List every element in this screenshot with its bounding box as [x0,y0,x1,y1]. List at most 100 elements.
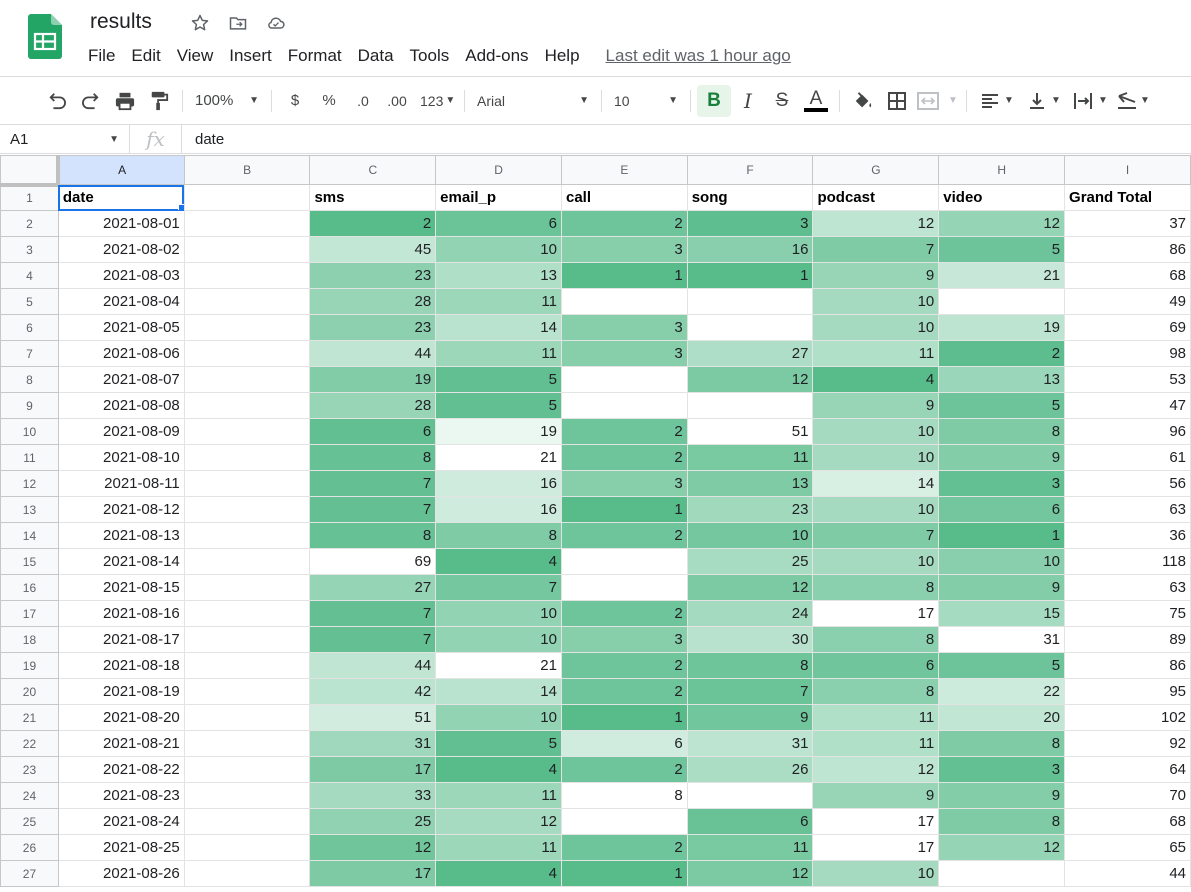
cell-b19[interactable] [183,652,311,679]
cell-b18[interactable] [183,626,311,653]
cell-b20[interactable] [183,678,311,705]
cell-c17[interactable]: 7 [309,600,437,627]
cell-e22[interactable]: 6 [560,730,688,757]
cell-f22[interactable]: 31 [686,730,814,757]
move-folder-icon[interactable] [226,12,250,34]
cell-c5[interactable]: 28 [309,288,437,315]
row-header-27[interactable]: 27 [0,860,59,887]
cell-i15[interactable]: 118 [1064,548,1191,575]
cell-c14[interactable]: 8 [309,522,437,549]
cell-b13[interactable] [183,496,311,523]
cell-i19[interactable]: 86 [1064,652,1191,679]
cell-g12[interactable]: 14 [812,470,940,497]
menu-add-ons[interactable]: Add-ons [465,46,529,65]
row-header-4[interactable]: 4 [0,262,59,289]
cell-i24[interactable]: 70 [1064,782,1191,809]
cell-h2[interactable]: 12 [938,210,1066,237]
cell-e24[interactable]: 8 [560,782,688,809]
decrease-decimal-button[interactable]: .0 [357,92,369,109]
cell-i2[interactable]: 37 [1064,210,1191,237]
cell-e6[interactable]: 3 [560,314,688,341]
cell-e11[interactable]: 2 [560,444,688,471]
cell-a21[interactable]: 2021-08-20 [57,704,185,731]
cell-c20[interactable]: 42 [309,678,437,705]
cell-c24[interactable]: 33 [309,782,437,809]
cell-a7[interactable]: 2021-08-06 [57,340,185,367]
column-header-a[interactable]: A [57,155,185,185]
cell-a22[interactable]: 2021-08-21 [57,730,185,757]
text-rotation-icon[interactable]: ▼ [1113,85,1153,117]
cell-i1[interactable]: Grand Total [1064,184,1191,211]
cell-c15[interactable]: 69 [309,548,437,575]
cell-i10[interactable]: 96 [1064,418,1191,445]
italic-button[interactable]: I [744,88,752,113]
cell-b16[interactable] [183,574,311,601]
cell-g15[interactable]: 10 [812,548,940,575]
cell-d6[interactable]: 14 [435,314,562,341]
menu-tools[interactable]: Tools [409,46,450,65]
cell-i21[interactable]: 102 [1064,704,1191,731]
cell-b1[interactable] [183,184,311,211]
formula-input[interactable]: date [195,130,225,148]
cell-i9[interactable]: 47 [1064,392,1191,419]
cell-h11[interactable]: 9 [938,444,1066,471]
undo-icon[interactable] [40,85,74,117]
row-header-18[interactable]: 18 [0,626,59,653]
cell-h12[interactable]: 3 [938,470,1066,497]
cell-d26[interactable]: 11 [435,834,562,861]
cell-i6[interactable]: 69 [1064,314,1191,341]
cell-c19[interactable]: 44 [309,652,437,679]
cell-f6[interactable] [686,314,814,341]
cell-g23[interactable]: 12 [812,756,940,783]
cell-i18[interactable]: 89 [1064,626,1191,653]
cell-f8[interactable]: 12 [686,366,814,393]
cell-a5[interactable]: 2021-08-04 [57,288,185,315]
cell-i4[interactable]: 68 [1064,262,1191,289]
cell-i3[interactable]: 86 [1064,236,1191,263]
cell-b6[interactable] [183,314,311,341]
cell-d21[interactable]: 10 [435,704,562,731]
cell-e23[interactable]: 2 [560,756,688,783]
cell-e7[interactable]: 3 [560,340,688,367]
sheets-logo-icon[interactable] [28,14,62,59]
cell-a2[interactable]: 2021-08-01 [57,210,185,237]
cell-f10[interactable]: 51 [686,418,814,445]
strikethrough-button[interactable]: S [775,89,789,111]
cell-f25[interactable]: 6 [686,808,814,835]
cell-h7[interactable]: 2 [938,340,1066,367]
cell-c27[interactable]: 17 [309,860,437,887]
cell-a17[interactable]: 2021-08-16 [57,600,185,627]
cell-d12[interactable]: 16 [435,470,562,497]
cell-c26[interactable]: 12 [309,834,437,861]
cell-h9[interactable]: 5 [938,392,1066,419]
row-header-26[interactable]: 26 [0,834,59,861]
row-header-15[interactable]: 15 [0,548,59,575]
cell-h27[interactable] [938,860,1066,887]
cell-f14[interactable]: 10 [686,522,814,549]
cell-b2[interactable] [183,210,311,237]
cell-a16[interactable]: 2021-08-15 [57,574,185,601]
cell-e27[interactable]: 1 [560,860,688,887]
cell-g3[interactable]: 7 [812,236,940,263]
cell-h21[interactable]: 20 [938,704,1066,731]
cell-a4[interactable]: 2021-08-03 [57,262,185,289]
cell-b4[interactable] [183,262,311,289]
cell-h22[interactable]: 8 [938,730,1066,757]
cell-i27[interactable]: 44 [1064,860,1191,887]
row-header-21[interactable]: 21 [0,704,59,731]
cell-g17[interactable]: 17 [812,600,940,627]
cell-c23[interactable]: 17 [309,756,437,783]
cell-f26[interactable]: 11 [686,834,814,861]
last-edit-link[interactable]: Last edit was 1 hour ago [605,46,791,65]
cell-f15[interactable]: 25 [686,548,814,575]
cell-h1[interactable]: video [938,184,1066,211]
cell-a9[interactable]: 2021-08-08 [57,392,185,419]
cell-b24[interactable] [183,782,311,809]
cell-c1[interactable]: sms [309,184,437,211]
cell-f18[interactable]: 30 [686,626,814,653]
row-header-8[interactable]: 8 [0,366,59,393]
cell-c22[interactable]: 31 [309,730,437,757]
cell-d7[interactable]: 11 [435,340,562,367]
cell-f11[interactable]: 11 [686,444,814,471]
cell-i26[interactable]: 65 [1064,834,1191,861]
